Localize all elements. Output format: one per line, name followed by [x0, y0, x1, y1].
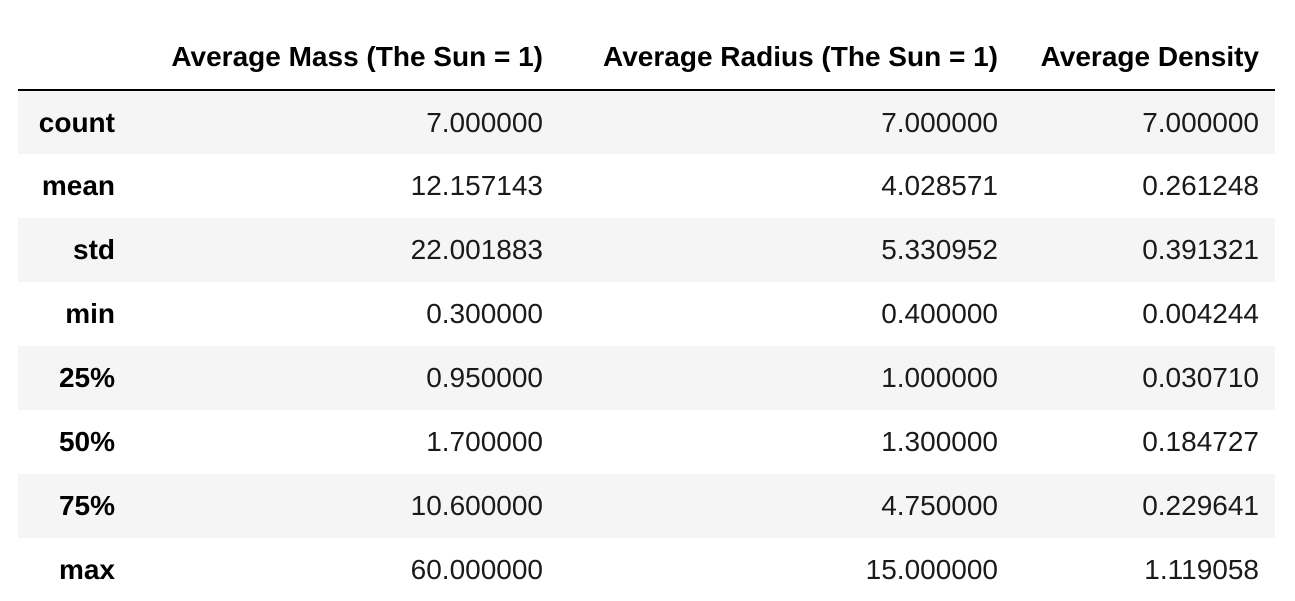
table-cell: 0.400000	[881, 298, 998, 329]
table-row: 25% 0.950000 1.000000 0.030710	[18, 346, 1275, 410]
describe-table: Average Mass (The Sun = 1) Average Radiu…	[18, 25, 1275, 601]
row-label: mean	[41, 170, 115, 201]
table-row: mean 12.157143 4.028571 0.261248	[18, 154, 1275, 218]
table-row: 75% 10.600000 4.750000 0.229641	[18, 474, 1275, 538]
table-cell: 5.330952	[881, 234, 998, 265]
table-cell: 0.391321	[1142, 234, 1259, 265]
header-row: Average Mass (The Sun = 1) Average Radiu…	[18, 25, 1275, 91]
row-label: std	[73, 234, 115, 265]
table-row: 50% 1.700000 1.300000 0.184727	[18, 410, 1275, 474]
table-header: Average Mass (The Sun = 1) Average Radiu…	[18, 25, 1275, 91]
row-label: min	[65, 298, 115, 329]
table-cell: 0.300000	[426, 298, 543, 329]
table-cell: 7.000000	[426, 106, 543, 138]
table-row: min 0.300000 0.400000 0.004244	[18, 282, 1275, 346]
table-row: max 60.000000 15.000000 1.119058	[18, 538, 1275, 601]
table-cell: 0.950000	[426, 362, 543, 393]
table-cell: 7.000000	[1142, 106, 1259, 138]
table-cell: 0.229641	[1142, 490, 1259, 521]
column-header-average-radius: Average Radius (The Sun = 1)	[559, 25, 1014, 91]
row-label: 25%	[58, 362, 115, 393]
table-cell: 4.028571	[881, 170, 998, 201]
column-header-average-mass: Average Mass (The Sun = 1)	[131, 25, 559, 91]
table-cell: 10.600000	[410, 490, 543, 521]
table-cell: 7.000000	[881, 106, 998, 138]
table-cell: 22.001883	[410, 234, 543, 265]
table-cell: 0.004244	[1142, 298, 1259, 329]
table-body: count 7.000000 7.000000 7.000000 mean 12…	[18, 90, 1275, 601]
table-cell: 1.000000	[881, 362, 998, 393]
row-label: 50%	[58, 426, 115, 457]
table-row: count 7.000000 7.000000 7.000000	[18, 90, 1275, 154]
table-cell: 0.030710	[1142, 362, 1259, 393]
table-cell: 1.119058	[1144, 554, 1259, 585]
table-cell: 15.000000	[865, 554, 998, 585]
table-cell: 0.261248	[1142, 170, 1259, 201]
table-cell: 12.157143	[410, 170, 543, 201]
table-cell: 4.750000	[881, 490, 998, 521]
table-cell: 1.700000	[426, 426, 543, 457]
table-cell: 60.000000	[410, 554, 543, 585]
table-cell: 1.300000	[881, 426, 998, 457]
table-row: std 22.001883 5.330952 0.391321	[18, 218, 1275, 282]
table-cell: 0.184727	[1142, 426, 1259, 457]
column-header-average-density: Average Density	[1014, 25, 1275, 91]
row-label: max	[58, 554, 115, 585]
row-label: count	[38, 106, 115, 138]
index-header	[18, 25, 131, 91]
row-label: 75%	[58, 490, 115, 521]
